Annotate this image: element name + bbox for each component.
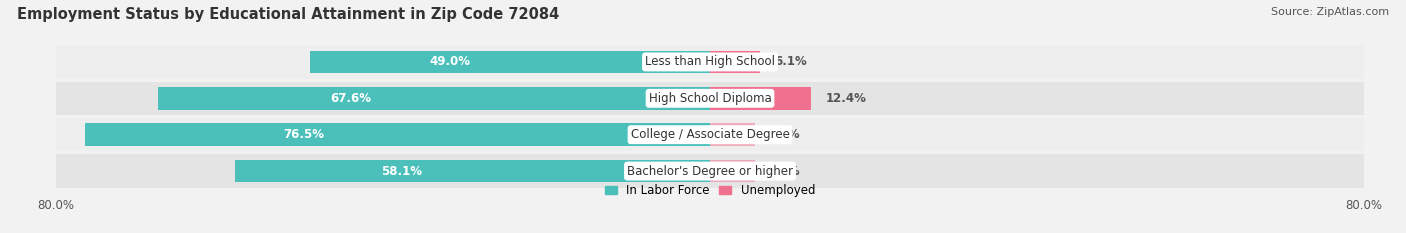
Text: 67.6%: 67.6% (330, 92, 371, 105)
Text: Source: ZipAtlas.com: Source: ZipAtlas.com (1271, 7, 1389, 17)
Bar (710, 51, 759, 73)
Text: Employment Status by Educational Attainment in Zip Code 72084: Employment Status by Educational Attainm… (17, 7, 560, 22)
Bar (56, 45, 1364, 79)
Text: 49.0%: 49.0% (429, 55, 470, 69)
Text: High School Diploma: High School Diploma (648, 92, 772, 105)
Bar (710, 87, 811, 110)
Bar (56, 118, 1364, 151)
Text: 76.5%: 76.5% (283, 128, 325, 141)
Bar (56, 82, 1364, 115)
Bar (84, 123, 710, 146)
Text: 12.4%: 12.4% (827, 92, 868, 105)
Bar (710, 123, 755, 146)
Text: 0.0%: 0.0% (768, 164, 800, 178)
Text: Less than High School: Less than High School (645, 55, 775, 69)
Bar (56, 154, 1364, 188)
Text: College / Associate Degree: College / Associate Degree (631, 128, 789, 141)
Bar (309, 51, 710, 73)
Bar (710, 160, 755, 182)
Bar (157, 87, 710, 110)
Text: 6.1%: 6.1% (775, 55, 807, 69)
Text: 58.1%: 58.1% (381, 164, 422, 178)
Text: Bachelor's Degree or higher: Bachelor's Degree or higher (627, 164, 793, 178)
Bar (235, 160, 710, 182)
Legend: In Labor Force, Unemployed: In Labor Force, Unemployed (605, 184, 815, 197)
Text: 0.0%: 0.0% (768, 128, 800, 141)
